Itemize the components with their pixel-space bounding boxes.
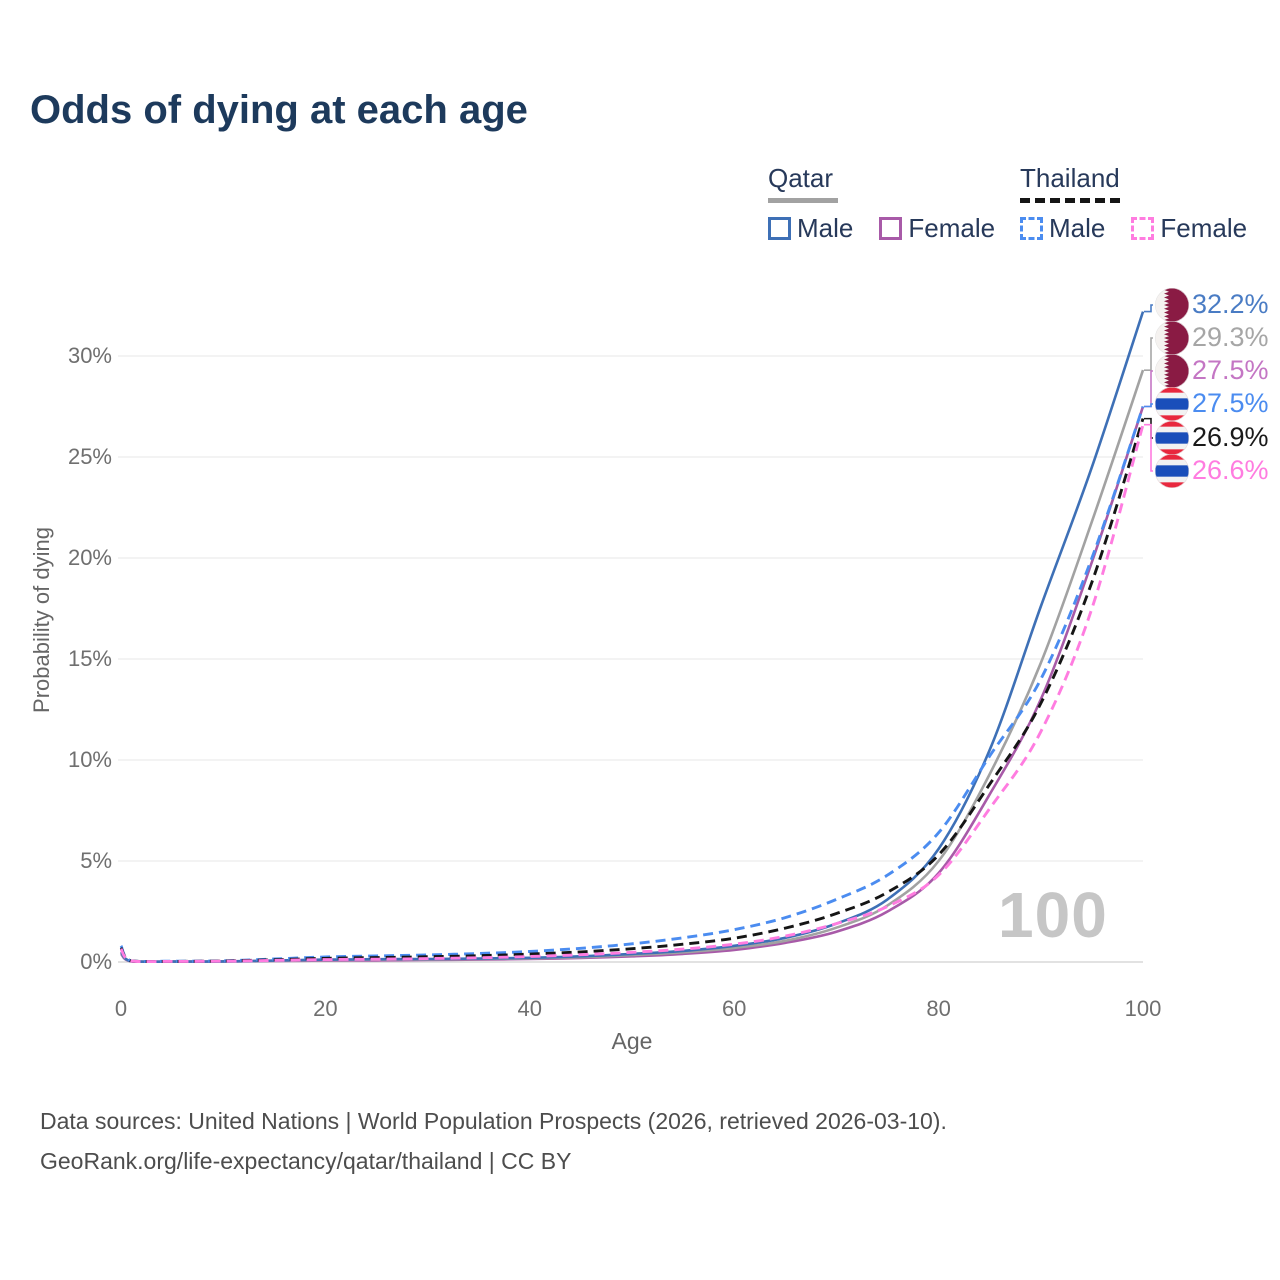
end-label-value: 29.3% [1192,322,1269,352]
series-line-thailand-male [119,406,1145,963]
legend-thailand-male-label: Male [1049,213,1106,243]
legend-group-qatar: Qatar Male Female [768,163,995,244]
end-label-value: 27.5% [1192,388,1269,418]
end-label-leader-line [1144,423,1153,472]
y-tick-label: 20% [67,545,112,570]
thailand-male-swatch-icon [1020,217,1043,240]
age-watermark: 100 [998,879,1108,951]
legend-item-thailand-female[interactable]: Female [1131,213,1247,244]
end-label-value: 26.9% [1192,422,1269,452]
legend-thailand-female-label: Female [1160,213,1248,243]
thailand-flag-icon [1155,387,1189,421]
y-tick-label: 5% [80,848,112,873]
qatar-flag-icon [1155,321,1189,355]
qatar-flag-icon [1155,354,1189,388]
end-label-value: 32.2% [1192,289,1269,319]
end-label-value: 26.6% [1192,455,1269,485]
attribution-link[interactable]: GeoRank.org/life-expectancy/qatar/thaila… [40,1148,572,1174]
y-tick-label: 10% [67,747,112,772]
legend-qatar-female-label: Female [908,213,996,243]
end-label-leader-line [1144,370,1153,408]
series-line-thailand-female [119,424,1145,964]
x-tick-label: 40 [517,996,543,1021]
y-tick-label: 0% [80,949,112,974]
y-tick-label: 30% [67,343,112,368]
series-line-thailand-both-sexes [119,418,1145,964]
chart-title: Odds of dying at each age [30,88,528,132]
legend-qatar-male-label: Male [797,213,854,243]
x-axis-title: Age [611,1028,653,1054]
legend-thailand-header[interactable]: Thailand [1020,163,1120,193]
legend-item-thailand-male[interactable]: Male [1020,213,1105,244]
legend-qatar-both-line-swatch [768,198,838,203]
legend-item-qatar-female[interactable]: Female [879,213,995,244]
end-label-leader-line [1144,304,1153,313]
y-tick-label: 25% [67,444,112,469]
end-label-value: 27.5% [1192,355,1269,385]
end-label-leader-line [1144,337,1153,371]
x-tick-label: 100 [1124,996,1162,1021]
series-line-qatar-both-sexes [120,369,1145,963]
x-tick-label: 20 [313,996,338,1021]
qatar-flag-icon [1155,288,1189,322]
legend-item-qatar-male[interactable]: Male [768,213,853,244]
end-label-leader-line [1144,417,1153,439]
legend-thailand-both-line-swatch [1020,198,1120,203]
qatar-female-swatch-icon [879,217,903,240]
thailand-flag-icon [1155,421,1189,455]
data-source-note: Data sources: United Nations | World Pop… [40,1108,947,1134]
x-tick-label: 60 [721,996,747,1021]
x-tick-label: 0 [114,996,128,1021]
series-line-qatar-female [120,406,1145,964]
legend-qatar-header[interactable]: Qatar [768,163,834,193]
qatar-male-swatch-icon [768,217,791,240]
end-label-leader-line [1144,403,1153,408]
legend-group-thailand: Thailand Male Female [1020,163,1247,244]
thailand-flag-icon [1155,454,1189,488]
x-tick-label: 80 [926,996,951,1021]
series-line-qatar-male [119,311,1145,963]
y-tick-label: 15% [67,646,112,671]
thailand-female-swatch-icon [1131,217,1155,240]
